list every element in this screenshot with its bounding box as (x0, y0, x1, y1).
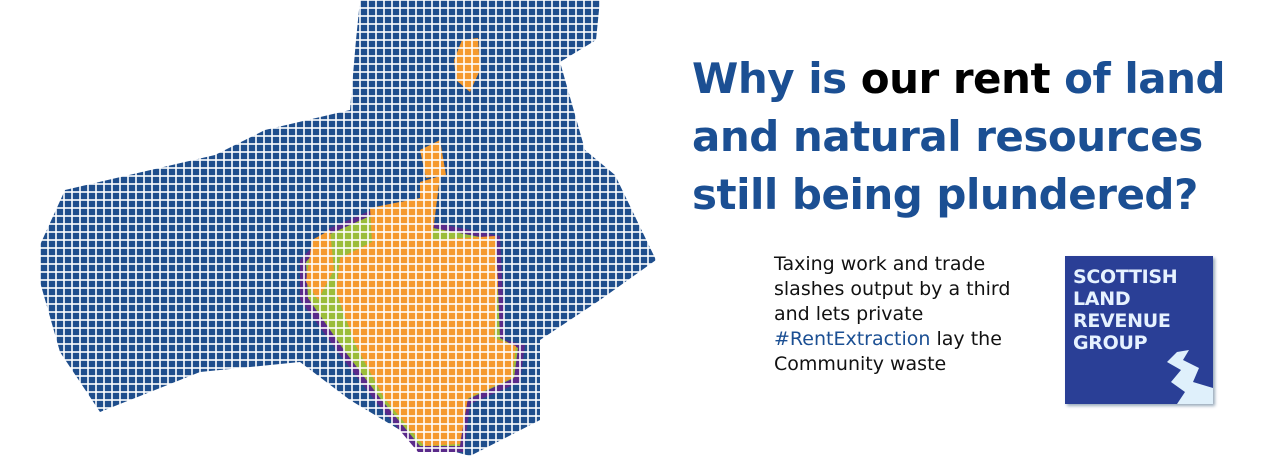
pixel-map-of-scotland (0, 0, 680, 474)
headline-part: of land and natural resources still bein… (692, 54, 1226, 219)
body-text-part: Taxing work and trade slashes output by … (774, 253, 1011, 325)
river-icon (1167, 350, 1213, 404)
logo-line: GROUP (1073, 332, 1148, 354)
headline: Why is our rent of land and natural reso… (692, 50, 1252, 224)
body-text-part: lay the Community waste (774, 328, 1002, 375)
logo-line: REVENUE (1073, 310, 1171, 332)
headline-emphasis: our rent (860, 54, 1051, 103)
logo-line: LAND (1073, 288, 1131, 310)
headline-part: Why is (692, 54, 861, 103)
body-text: Taxing work and trade slashes output by … (774, 252, 1044, 377)
scottish-land-revenue-group-logo: SCOTTISH LAND REVENUE GROUP (1065, 256, 1213, 404)
logo-line: SCOTTISH (1073, 266, 1178, 288)
hashtag: #RentExtraction (774, 328, 931, 350)
